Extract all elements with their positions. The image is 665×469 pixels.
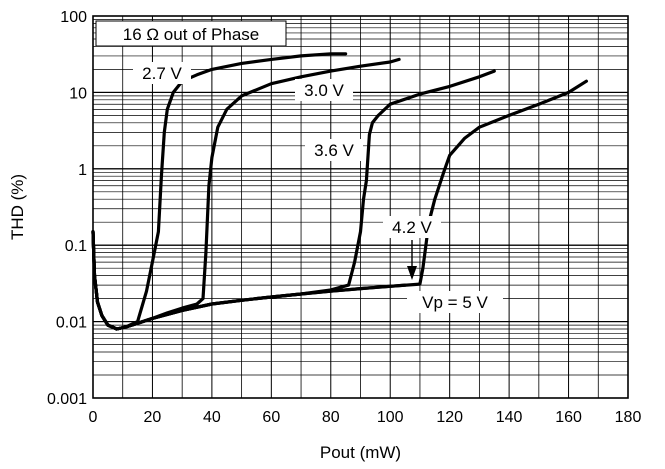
x-tick-label: 80 [322, 409, 340, 426]
y-tick-label: 1 [78, 162, 87, 179]
x-tick-label: 140 [496, 409, 523, 426]
x-tick-label: 0 [89, 409, 98, 426]
x-tick-label: 40 [203, 409, 221, 426]
series-label-3p6v-background [305, 139, 363, 161]
series-label-4p2v-background [383, 216, 441, 238]
x-tick-label: 180 [615, 409, 642, 426]
y-tick-label: 0.1 [65, 238, 87, 255]
x-tick-label: 120 [436, 409, 463, 426]
y-tick-label: 0.001 [47, 391, 87, 408]
x-tick-label: 100 [377, 409, 404, 426]
series-label-3p0v-background [295, 79, 353, 101]
y-tick-label: 10 [69, 85, 87, 102]
x-tick-label: 20 [144, 409, 162, 426]
series-line [91, 230, 407, 331]
series-label-3p6v: 3.6 V [314, 141, 354, 160]
annotation-box [95, 20, 287, 47]
annotation-box-label: 16 Ω out of Phase [123, 25, 260, 44]
series-label-4p2v: 4.2 V [392, 218, 432, 237]
series-label-vp-5v-background [407, 291, 503, 313]
x-tick-label: 160 [555, 409, 582, 426]
series-label-vp-5v: Vp = 5 V [422, 293, 488, 312]
series-curves [91, 52, 588, 331]
y-tick-label: 100 [60, 9, 87, 26]
series-label-2p7v-background [133, 62, 191, 84]
x-tick-label: 60 [262, 409, 280, 426]
tick-labels: 0 20 40 60 80 100 120 140 160 180 0.001 0.01 0.1 1 10 1… [47, 9, 641, 426]
series-label-3p0v: 3.0 V [304, 81, 344, 100]
arrow-head [407, 266, 417, 280]
series-label-2p7v: 2.7 V [142, 64, 182, 83]
y-axis-label: THD (%) [8, 174, 27, 240]
y-tick-label: 0.01 [56, 315, 87, 332]
plot-frame [92, 15, 629, 399]
x-axis-label: Pout (mW) [320, 443, 401, 462]
annotations: 16 Ω out of Phase 2.7 V 3.0 V 3.6 V 4.2 V Vp … [95, 20, 503, 313]
